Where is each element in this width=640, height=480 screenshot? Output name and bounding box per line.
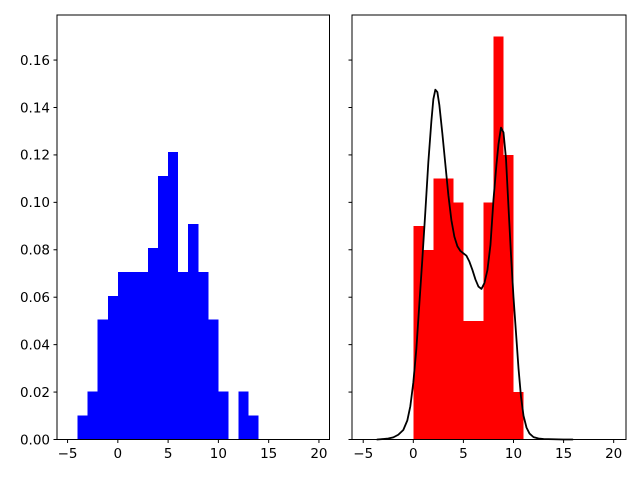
histogram-bar [423,249,434,440]
x-tick-label: 20 [310,446,327,462]
y-tick-label: 0.02 [20,385,50,401]
x-tick-label: 20 [605,446,622,462]
y-tick-label: 0.16 [20,53,50,69]
y-tick-label: 0.04 [20,337,50,353]
y-tick-label: 0.00 [20,432,50,448]
histogram-bar [433,178,444,440]
y-tick-label: 0.14 [20,100,50,116]
histogram-bar [443,178,454,440]
histogram-bar [238,391,249,440]
histogram-bar [178,271,189,440]
histogram-bar [218,391,229,440]
histogram-bar [117,271,128,440]
histogram-bar [137,271,149,440]
histogram-bar [483,202,494,440]
histogram-bar [493,36,504,440]
histogram-bar [503,154,514,440]
axes-spines [56,14,331,441]
histogram-bar [158,176,169,440]
histogram-bar [188,223,199,440]
histogram-bar [463,320,474,440]
y-tick-label: 0.12 [20,148,50,164]
x-tick-label: 15 [260,446,277,462]
histogram-bar [127,271,138,440]
histogram-bar [453,202,464,440]
y-tick-label: 0.06 [20,290,50,306]
x-tick-label: −5 [353,446,373,462]
histogram-bar [107,295,118,440]
x-tick-label: 0 [409,446,418,462]
histogram-bar [148,247,159,440]
histogram-bar [208,319,219,440]
x-tick-label: 5 [459,446,468,462]
y-tick-label: 0.10 [20,195,50,211]
histogram-bar [77,415,88,440]
histogram-bar [513,392,524,440]
histogram-bar [473,320,484,440]
x-tick-label: 10 [210,446,227,462]
kde-curve [376,88,574,441]
histogram-bar [168,152,179,440]
x-tick-label: 0 [114,446,123,462]
histogram-bar [248,415,259,440]
histogram-bar [97,319,108,440]
x-tick-label: 5 [164,446,173,462]
axes-spines [351,14,627,441]
x-tick-label: 15 [555,446,572,462]
x-tick-label: −5 [58,446,78,462]
histogram-bar [87,391,98,440]
y-tick-label: 0.08 [20,243,50,259]
x-tick-label: 10 [505,446,522,462]
histogram-bar [198,271,209,440]
